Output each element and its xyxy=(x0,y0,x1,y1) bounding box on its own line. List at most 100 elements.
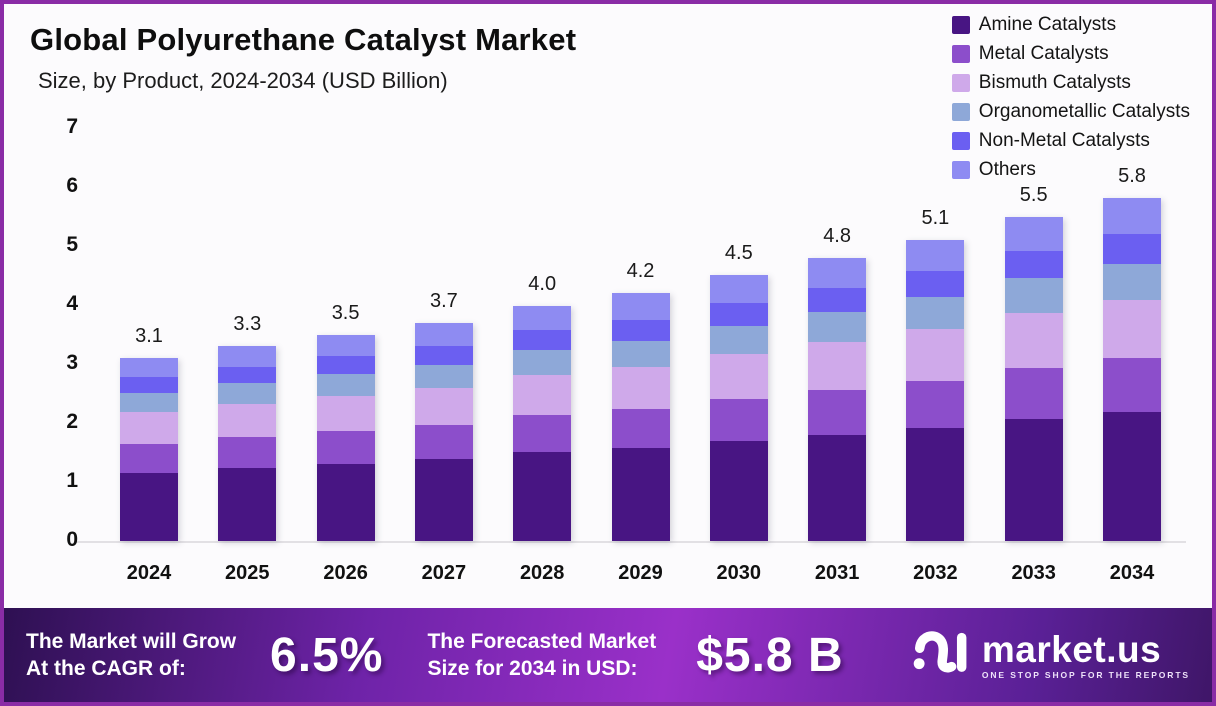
x-tick-label-2026: 2026 xyxy=(323,562,368,584)
y-tick-label-0: 0 xyxy=(66,528,78,551)
bar-2024 xyxy=(120,357,178,541)
bar-total-label-2024: 3.1 xyxy=(135,324,163,347)
page-subtitle: Size, by Product, 2024-2034 (USD Billion… xyxy=(38,68,448,93)
bar-segment-bismuth-catalysts xyxy=(1103,299,1161,359)
y-tick-label-2: 2 xyxy=(66,410,78,433)
x-tick-label-2031: 2031 xyxy=(814,562,860,584)
legend-label: Organometallic Catalysts xyxy=(978,101,1190,122)
bar-segment-others xyxy=(808,257,867,288)
bar-total-label-2029: 4.2 xyxy=(626,260,655,283)
bar-segment-non-metal-catalysts xyxy=(1103,234,1161,264)
legend-swatch-icon xyxy=(951,132,970,150)
marketus-logo: market.us ONE STOP SHOP FOR THE REPORTS xyxy=(912,627,1190,684)
x-tick-label-2034: 2034 xyxy=(1109,562,1155,584)
bar-segment-metal-catalysts xyxy=(709,399,768,442)
bar-segment-amine-catalysts xyxy=(218,467,277,541)
bar-segment-bismuth-catalysts xyxy=(414,387,473,425)
legend-item-organometallic-catalysts: Organometallic Catalysts xyxy=(951,101,1190,123)
bar-2033 xyxy=(1004,216,1063,541)
bar-segment-others xyxy=(316,334,375,357)
legend-swatch-icon xyxy=(951,45,970,63)
bar-segment-metal-catalysts xyxy=(906,380,965,429)
bar-2029 xyxy=(611,293,670,541)
bar-2026 xyxy=(316,334,375,541)
bar-2034 xyxy=(1103,198,1161,541)
chart-section: Global Polyurethane Catalyst Market Size… xyxy=(4,4,1212,608)
bar-segment-organometallic-catalysts xyxy=(1004,278,1063,313)
bar-segment-others xyxy=(513,305,572,331)
bar-segment-metal-catalysts xyxy=(611,408,670,448)
bar-segment-metal-catalysts xyxy=(1004,368,1063,420)
bar-segment-amine-catalysts xyxy=(513,452,572,541)
bar-segment-organometallic-catalysts xyxy=(709,326,768,354)
bar-segment-others xyxy=(611,293,670,320)
legend-label: Amine Catalysts xyxy=(978,14,1117,35)
bar-total-label-2031: 4.8 xyxy=(823,224,851,247)
legend-item-others: Others xyxy=(951,159,1190,181)
bar-segment-metal-catalysts xyxy=(120,443,178,473)
page-title: Global Polyurethane Catalyst Market xyxy=(30,22,577,57)
y-tick-label-7: 7 xyxy=(66,115,78,138)
bar-segment-organometallic-catalysts xyxy=(1103,263,1161,300)
bar-segment-others xyxy=(120,357,178,377)
bar-segment-others xyxy=(414,322,473,346)
bar-segment-non-metal-catalysts xyxy=(218,366,277,384)
bar-segment-amine-catalysts xyxy=(414,458,473,541)
legend-swatch-icon xyxy=(951,74,970,92)
forecast-value: $5.8 B xyxy=(696,628,844,682)
bar-segment-amine-catalysts xyxy=(1103,412,1161,541)
bar-total-label-2028: 4.0 xyxy=(528,272,557,295)
forecast-label-line1: The Forecasted Market xyxy=(427,629,657,653)
bar-2025 xyxy=(218,346,277,541)
y-tick-label-6: 6 xyxy=(66,174,78,197)
bar-segment-metal-catalysts xyxy=(414,424,473,459)
bar-segment-non-metal-catalysts xyxy=(120,376,178,393)
bar-segment-organometallic-catalysts xyxy=(316,374,375,396)
chart-legend: Amine Catalysts Metal Catalysts Bismuth Ca… xyxy=(951,14,1190,181)
bar-segment-amine-catalysts xyxy=(709,441,768,541)
legend-item-non-metal-catalysts: Non-Metal Catalysts xyxy=(951,130,1190,152)
legend-swatch-icon xyxy=(951,103,970,121)
cagr-label-line1: The Market will Grow xyxy=(26,629,237,653)
bar-segment-bismuth-catalysts xyxy=(120,412,178,444)
legend-label: Others xyxy=(978,159,1036,180)
legend-label: Non-Metal Catalysts xyxy=(978,130,1150,151)
bar-segment-organometallic-catalysts xyxy=(218,383,277,405)
x-tick-label-2033: 2033 xyxy=(1011,562,1056,584)
y-tick-label-5: 5 xyxy=(66,233,78,256)
y-tick-label-1: 1 xyxy=(66,469,78,492)
legend-swatch-icon xyxy=(951,16,970,34)
plot-area: 0 1 2 3 4 5 6 7 3.1 2024 3.3 2025 3.5 2026 3.7 2027 4.0 2… xyxy=(4,4,1212,608)
bar-segment-metal-catalysts xyxy=(1103,358,1161,413)
bar-segment-bismuth-catalysts xyxy=(808,341,867,390)
bar-segment-non-metal-catalysts xyxy=(906,271,965,298)
x-tick-label-2027: 2027 xyxy=(421,562,467,584)
legend-item-amine-catalysts: Amine Catalysts xyxy=(951,14,1190,36)
bar-segment-non-metal-catalysts xyxy=(414,345,473,365)
x-tick-label-2025: 2025 xyxy=(225,562,270,584)
bar-segment-organometallic-catalysts xyxy=(513,350,572,376)
bar-segment-organometallic-catalysts xyxy=(611,341,670,367)
bottom-banner: The Market will Grow At the CAGR of: 6.5… xyxy=(4,608,1212,702)
bar-segment-non-metal-catalysts xyxy=(611,319,670,341)
bar-segment-bismuth-catalysts xyxy=(611,366,670,409)
marketus-logo-icon xyxy=(912,627,970,684)
bar-segment-amine-catalysts xyxy=(808,434,867,541)
bar-segment-others xyxy=(218,346,277,367)
bar-segment-metal-catalysts xyxy=(513,415,572,453)
bar-segment-bismuth-catalysts xyxy=(709,353,768,400)
bar-2031 xyxy=(808,257,867,541)
cagr-label-line2: At the CAGR of: xyxy=(26,657,186,680)
bar-2030 xyxy=(709,274,768,541)
bar-segment-non-metal-catalysts xyxy=(316,356,375,375)
bar-total-label-2027: 3.7 xyxy=(429,289,458,312)
bar-segment-non-metal-catalysts xyxy=(709,303,768,327)
bar-segment-bismuth-catalysts xyxy=(316,395,375,432)
brand-text: market.us ONE STOP SHOP FOR THE REPORTS xyxy=(982,631,1190,680)
bar-segment-others xyxy=(1004,216,1063,251)
x-axis-line xyxy=(74,541,1186,543)
bar-total-label-2032: 5.1 xyxy=(921,206,950,229)
bar-segment-amine-catalysts xyxy=(906,428,965,541)
x-tick-label-2028: 2028 xyxy=(519,562,565,584)
bar-2032 xyxy=(906,239,965,541)
